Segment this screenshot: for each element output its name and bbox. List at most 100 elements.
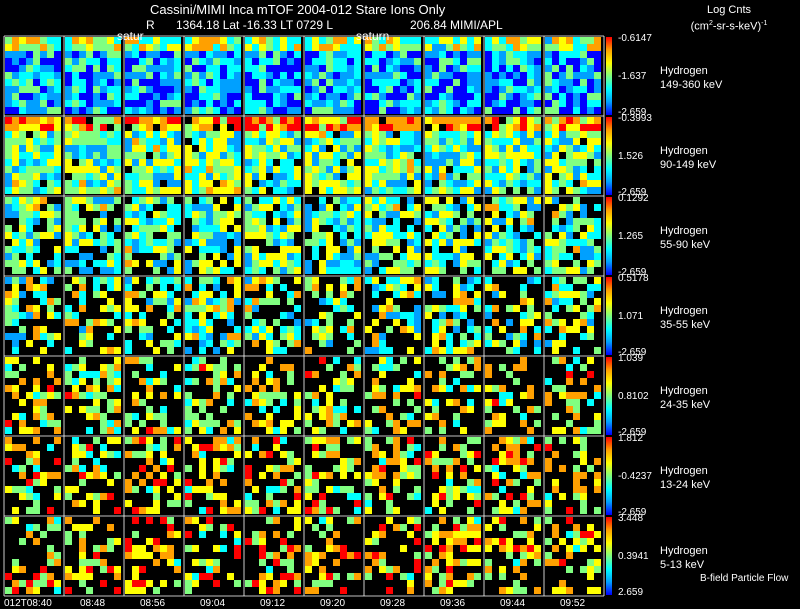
time-label-1: 08:48 (80, 598, 106, 609)
panel-r2-c4 (245, 197, 301, 274)
colorbar-max-0: -0.6147 (618, 33, 652, 44)
row-species-2: Hydrogen (660, 225, 708, 237)
row-species-6: Hydrogen (660, 545, 708, 557)
panel-r6-c6 (365, 517, 421, 594)
panel-r4-c8 (485, 357, 541, 434)
panel-r3-c1 (65, 277, 121, 354)
panel-r4-c1 (65, 357, 121, 434)
units-line2: (cm2-sr-s-keV)-1 (664, 17, 794, 34)
time-label-2: 08:56 (140, 598, 166, 609)
time-label-3: 09:04 (200, 598, 226, 609)
panel-r2-c6 (365, 197, 421, 274)
panel-r6-c1 (65, 517, 121, 594)
panel-r4-c2 (125, 357, 181, 434)
colorbar-mid-6: 0.3941 (618, 551, 649, 562)
row-species-1: Hydrogen (660, 145, 708, 157)
panel-r5-c9 (545, 437, 601, 514)
panel-r4-c7 (425, 357, 481, 434)
colorbar-mid-0: -1.637 (618, 71, 647, 82)
row-energy-2: 55-90 keV (660, 239, 711, 251)
units-part-b: -sr-s-keV) (712, 20, 762, 33)
panel-r0-c1 (65, 37, 121, 114)
panel-r3-c7 (425, 277, 481, 354)
panel-r2-c9 (545, 197, 601, 274)
colorbar-min-0: -2.659 (618, 107, 647, 118)
colorbar-mid-1: 1.526 (618, 151, 644, 162)
colorbar-4 (606, 357, 612, 435)
panel-r1-c2 (125, 117, 181, 194)
row-energy-5: 13-24 keV (660, 479, 711, 491)
panel-r1-c4 (245, 117, 301, 194)
colorbar-mid-5: -0.4237 (618, 471, 652, 482)
panel-r6-c2 (125, 517, 181, 594)
time-label-0: 012T08:40 (4, 598, 52, 609)
panel-r0-c6 (365, 37, 421, 114)
panel-r6-c8 (485, 517, 541, 594)
row-species-3: Hydrogen (660, 305, 708, 317)
row-species-4: Hydrogen (660, 385, 708, 397)
panel-r0-c5 (305, 37, 361, 114)
panel-r2-c8 (485, 197, 541, 274)
panel-r5-c0 (5, 437, 61, 514)
colorbar-max-5: 1.812 (618, 433, 644, 444)
panel-r4-c9 (545, 357, 601, 434)
colorbar-mid-4: 0.8102 (618, 391, 649, 402)
panel-r1-c9 (545, 117, 601, 194)
panel-r2-c1 (65, 197, 121, 274)
time-label-4: 09:12 (260, 598, 286, 609)
panel-r6-c4 (245, 517, 301, 594)
panel-r4-c5 (305, 357, 361, 434)
panel-r5-c5 (305, 437, 361, 514)
panel-r0-c8 (485, 37, 541, 114)
row-energy-0: 149-360 keV (660, 79, 723, 91)
panel-r2-c7 (425, 197, 481, 274)
colorbar-min-2: -2.659 (618, 267, 647, 278)
time-label-6: 09:28 (380, 598, 406, 609)
colorbar-mid-3: 1.071 (618, 311, 644, 322)
subtitle-suffix: 206.84 MIMI/APL (410, 18, 503, 32)
panel-r5-c1 (65, 437, 121, 514)
time-label-8: 09:44 (500, 598, 526, 609)
panel-r4-c6 (365, 357, 421, 434)
panel-r1-c3 (185, 117, 241, 194)
overlay-label-2: saturn (356, 29, 390, 43)
panel-r6-c3 (185, 517, 241, 594)
panel-r1-c0 (5, 117, 61, 194)
panel-r4-c0 (5, 357, 61, 434)
time-label-5: 09:20 (320, 598, 346, 609)
panel-r0-c3 (185, 37, 241, 114)
chart-title: Cassini/MIMI Inca mTOF 2004-012 Stare Io… (150, 2, 446, 17)
panel-r3-c2 (125, 277, 181, 354)
panel-r1-c5 (305, 117, 361, 194)
row-energy-4: 24-35 keV (660, 399, 711, 411)
panel-r3-c8 (485, 277, 541, 354)
subtitle-prefix: R (146, 18, 155, 32)
footer-note: B-field Particle Flow (700, 573, 789, 584)
panel-r2-c3 (185, 197, 241, 274)
panel-r5-c8 (485, 437, 541, 514)
panel-r0-c9 (545, 37, 601, 114)
colorbar-6 (606, 517, 612, 595)
colorbar-max-3: 0.5178 (618, 273, 649, 284)
panel-r2-c5 (305, 197, 361, 274)
panel-r3-c3 (185, 277, 241, 354)
units-sup-a: 2 (708, 20, 713, 27)
panel-r3-c9 (545, 277, 601, 354)
panel-r2-c2 (125, 197, 181, 274)
panel-r5-c2 (125, 437, 181, 514)
panel-r1-c8 (485, 117, 541, 194)
colorbar-units: Log Cnts (cm2-sr-s-keV)-1 (664, 4, 794, 34)
panel-r0-c7 (425, 37, 481, 114)
panel-r2-c0 (5, 197, 61, 274)
row-energy-3: 35-55 keV (660, 319, 711, 331)
colorbar-1 (606, 117, 612, 195)
panel-r3-c0 (5, 277, 61, 354)
units-part-a: (cm (690, 20, 709, 33)
colorbar-min-6: 2.659 (618, 587, 644, 598)
panel-r5-c6 (365, 437, 421, 514)
panel-r5-c4 (245, 437, 301, 514)
panel-r3-c6 (365, 277, 421, 354)
colorbar-min-4: -2.659 (618, 427, 647, 438)
panel-r0-c0 (5, 37, 61, 114)
time-label-7: 09:36 (440, 598, 466, 609)
